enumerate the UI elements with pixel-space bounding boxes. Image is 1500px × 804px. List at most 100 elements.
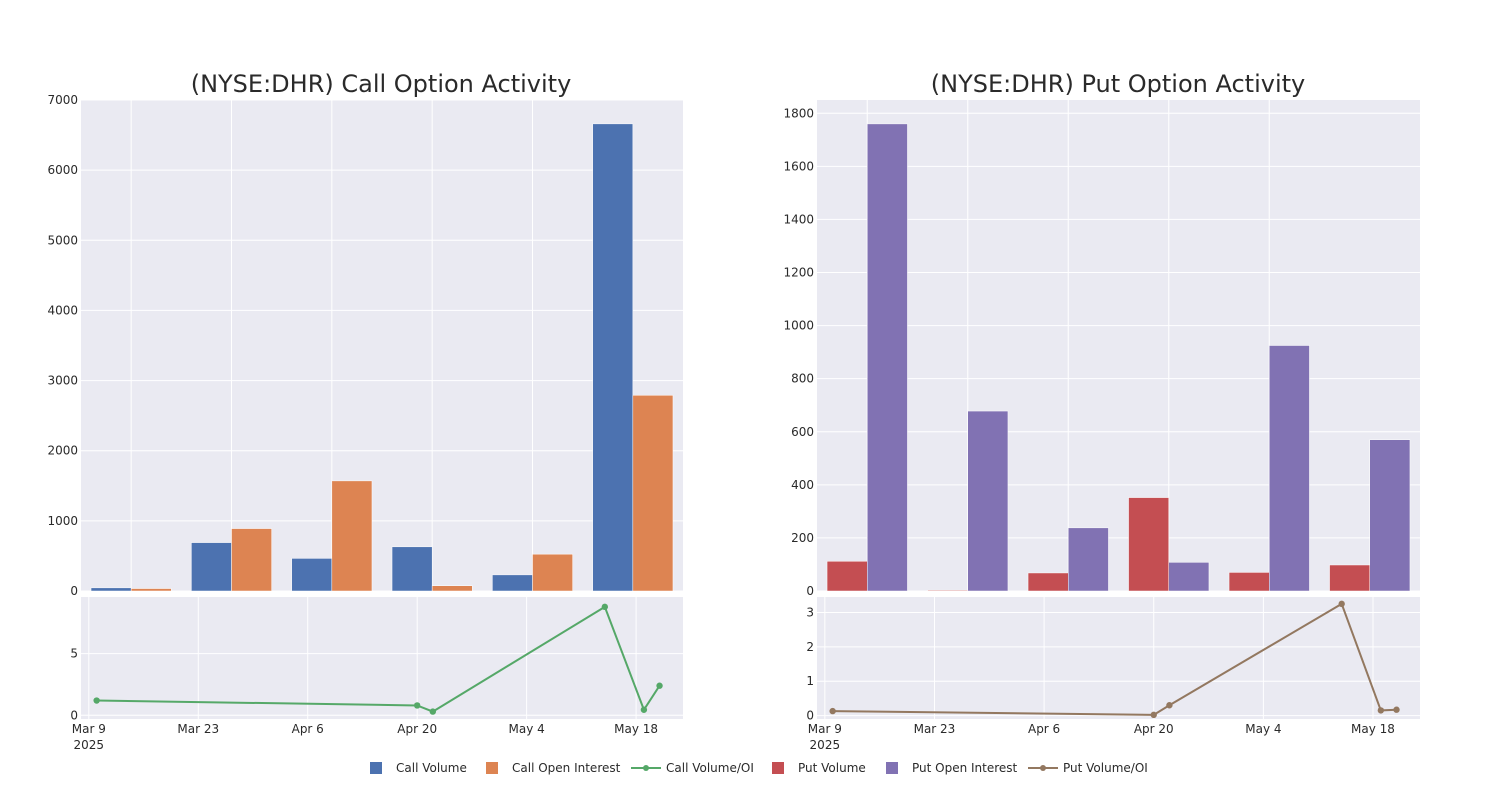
call-ratio-point[interactable] xyxy=(656,682,663,689)
call-bar-call-volume[interactable] xyxy=(592,123,634,592)
call-bar-call-volume[interactable] xyxy=(90,587,132,592)
put-bars-plot-area xyxy=(817,100,1420,591)
call-xtick-label: Apr 20 xyxy=(397,722,437,736)
put-xtick-label: Mar 23 xyxy=(914,722,956,736)
put-xaxis-year-label: 2025 xyxy=(810,738,841,752)
put-bar-put-open-interest[interactable] xyxy=(1068,527,1109,592)
call-bar-call-open-interest[interactable] xyxy=(431,585,473,592)
legend-item-put-volume-oi[interactable]: Put Volume/OI xyxy=(1028,761,1148,775)
call-ratio-point[interactable] xyxy=(429,708,437,715)
call-ratio-point[interactable] xyxy=(413,702,421,709)
legend-item-put-volume[interactable]: Put Volume xyxy=(772,761,866,775)
call-ratio-panel: Mar 9 2025 Mar 23 Apr 6 Apr 20 May 4 May 18 0 5 xyxy=(70,597,683,752)
put-bar-put-open-interest[interactable] xyxy=(967,410,1009,592)
put-ratio-ytick-label: 2 xyxy=(806,640,814,654)
put-bar-put-open-interest[interactable] xyxy=(1369,439,1411,592)
call-ratio-point[interactable] xyxy=(640,706,648,713)
legend-swatch-marker xyxy=(1040,765,1046,771)
legend-label: Call Volume/OI xyxy=(666,761,754,775)
call-ratio-point[interactable] xyxy=(601,603,609,611)
call-xtick-label: Mar 23 xyxy=(177,722,219,736)
put-bars-ytick-label: 1000 xyxy=(783,319,814,333)
put-bars-ytick-label: 1800 xyxy=(783,106,814,120)
call-bar-call-open-interest[interactable] xyxy=(632,395,674,592)
call-bar-call-open-interest[interactable] xyxy=(331,480,373,592)
put-ratio-ytick-label: 3 xyxy=(806,605,814,619)
call-bar-call-volume[interactable] xyxy=(391,546,433,592)
put-bar-put-volume[interactable] xyxy=(1228,572,1270,592)
put-xtick-label: Apr 6 xyxy=(1028,722,1060,736)
call-bar-call-volume[interactable] xyxy=(291,558,333,592)
call-bars-ytick-label: 7000 xyxy=(47,93,78,107)
put-bars-ytick-label: 1200 xyxy=(783,266,814,280)
put-chart-title: (NYSE:DHR) Put Option Activity xyxy=(931,70,1305,98)
put-bar-put-open-interest[interactable] xyxy=(867,123,908,592)
put-bar-put-volume[interactable] xyxy=(1027,572,1069,592)
legend-label: Put Volume/OI xyxy=(1063,761,1148,775)
call-bars-ytick-label: 6000 xyxy=(47,163,78,177)
put-ratio-point[interactable] xyxy=(1338,600,1345,608)
call-xtick-label: Apr 6 xyxy=(292,722,324,736)
legend-label: Put Open Interest xyxy=(912,761,1018,775)
call-chart-title: (NYSE:DHR) Call Option Activity xyxy=(191,70,572,98)
call-bars-ytick-label: 5000 xyxy=(47,233,78,247)
put-bars-ytick-label: 400 xyxy=(791,478,814,492)
call-bar-call-volume[interactable] xyxy=(492,574,533,592)
call-bar-call-open-interest[interactable] xyxy=(130,588,172,592)
put-bars-ytick-label: 1600 xyxy=(783,159,814,173)
legend-swatch xyxy=(886,762,898,774)
call-bars-plot-area xyxy=(81,100,683,591)
call-bar-call-open-interest[interactable] xyxy=(532,553,573,592)
legend-swatch-marker xyxy=(643,765,649,771)
call-ratio-line xyxy=(96,605,661,713)
put-ratio-ytick-label: 1 xyxy=(806,674,814,688)
put-bar-put-volume[interactable] xyxy=(826,561,868,592)
legend-swatch xyxy=(486,762,498,774)
call-xtick-label: Mar 9 xyxy=(72,722,106,736)
legend-swatch xyxy=(370,762,382,774)
put-bars-ytick-label: 0 xyxy=(806,584,814,598)
put-bars-panel: 0 200 400 600 800 1000 1200 1400 1600 1800 xyxy=(783,100,1420,598)
put-ratio-point[interactable] xyxy=(1393,706,1400,713)
put-xtick-label: Apr 20 xyxy=(1134,722,1174,736)
put-bars-ytick-label: 600 xyxy=(791,425,814,439)
put-xtick-label: Mar 9 xyxy=(808,722,842,736)
call-bars-panel: 0 1000 2000 3000 4000 5000 6000 7000 xyxy=(47,93,683,598)
put-bars-ytick-label: 1400 xyxy=(783,212,814,226)
call-bar-call-volume[interactable] xyxy=(191,542,232,592)
put-ratio-point[interactable] xyxy=(1150,711,1157,719)
put-ratio-point[interactable] xyxy=(829,707,836,715)
put-ratio-point[interactable] xyxy=(1377,707,1385,714)
call-ratio-point[interactable] xyxy=(93,697,100,704)
call-xtick-label: May 4 xyxy=(509,722,545,736)
put-xtick-label: May 18 xyxy=(1351,722,1395,736)
put-bar-put-volume[interactable] xyxy=(927,589,968,592)
put-bar-put-volume[interactable] xyxy=(1128,497,1170,592)
legend-item-call-open-interest[interactable]: Call Open Interest xyxy=(486,761,621,775)
call-xtick-label: May 18 xyxy=(614,722,658,736)
call-xaxis-year-label: 2025 xyxy=(74,738,105,752)
call-bar-call-open-interest[interactable] xyxy=(231,528,272,592)
put-ratio-point[interactable] xyxy=(1166,702,1173,709)
put-bar-put-volume[interactable] xyxy=(1329,564,1371,592)
put-ratio-ytick-label: 0 xyxy=(806,709,814,723)
legend-item-call-volume-oi[interactable]: Call Volume/OI xyxy=(631,761,754,775)
legend-swatch xyxy=(772,762,784,774)
put-bar-put-open-interest[interactable] xyxy=(1168,562,1210,592)
call-bars-ytick-label: 4000 xyxy=(47,303,78,317)
put-ratio-panel: Mar 9 2025 Mar 23 Apr 6 Apr 20 May 4 May 18 0 1 2… xyxy=(806,597,1420,752)
call-bars-ytick-label: 2000 xyxy=(47,444,78,458)
legend-label: Call Open Interest xyxy=(512,761,621,775)
call-ratio-ytick-label: 5 xyxy=(70,647,78,661)
legend-label: Call Volume xyxy=(396,761,467,775)
legend-item-call-volume[interactable]: Call Volume xyxy=(370,761,467,775)
legend[interactable]: Call Volume Call Open Interest Call Volume… xyxy=(370,761,1148,775)
put-bars-ytick-label: 200 xyxy=(791,531,814,545)
put-bar-put-open-interest[interactable] xyxy=(1269,345,1310,592)
legend-item-put-open-interest[interactable]: Put Open Interest xyxy=(886,761,1018,775)
legend-label: Put Volume xyxy=(798,761,866,775)
put-bars-ytick-label: 800 xyxy=(791,372,814,386)
call-bars-ytick-label: 3000 xyxy=(47,374,78,388)
